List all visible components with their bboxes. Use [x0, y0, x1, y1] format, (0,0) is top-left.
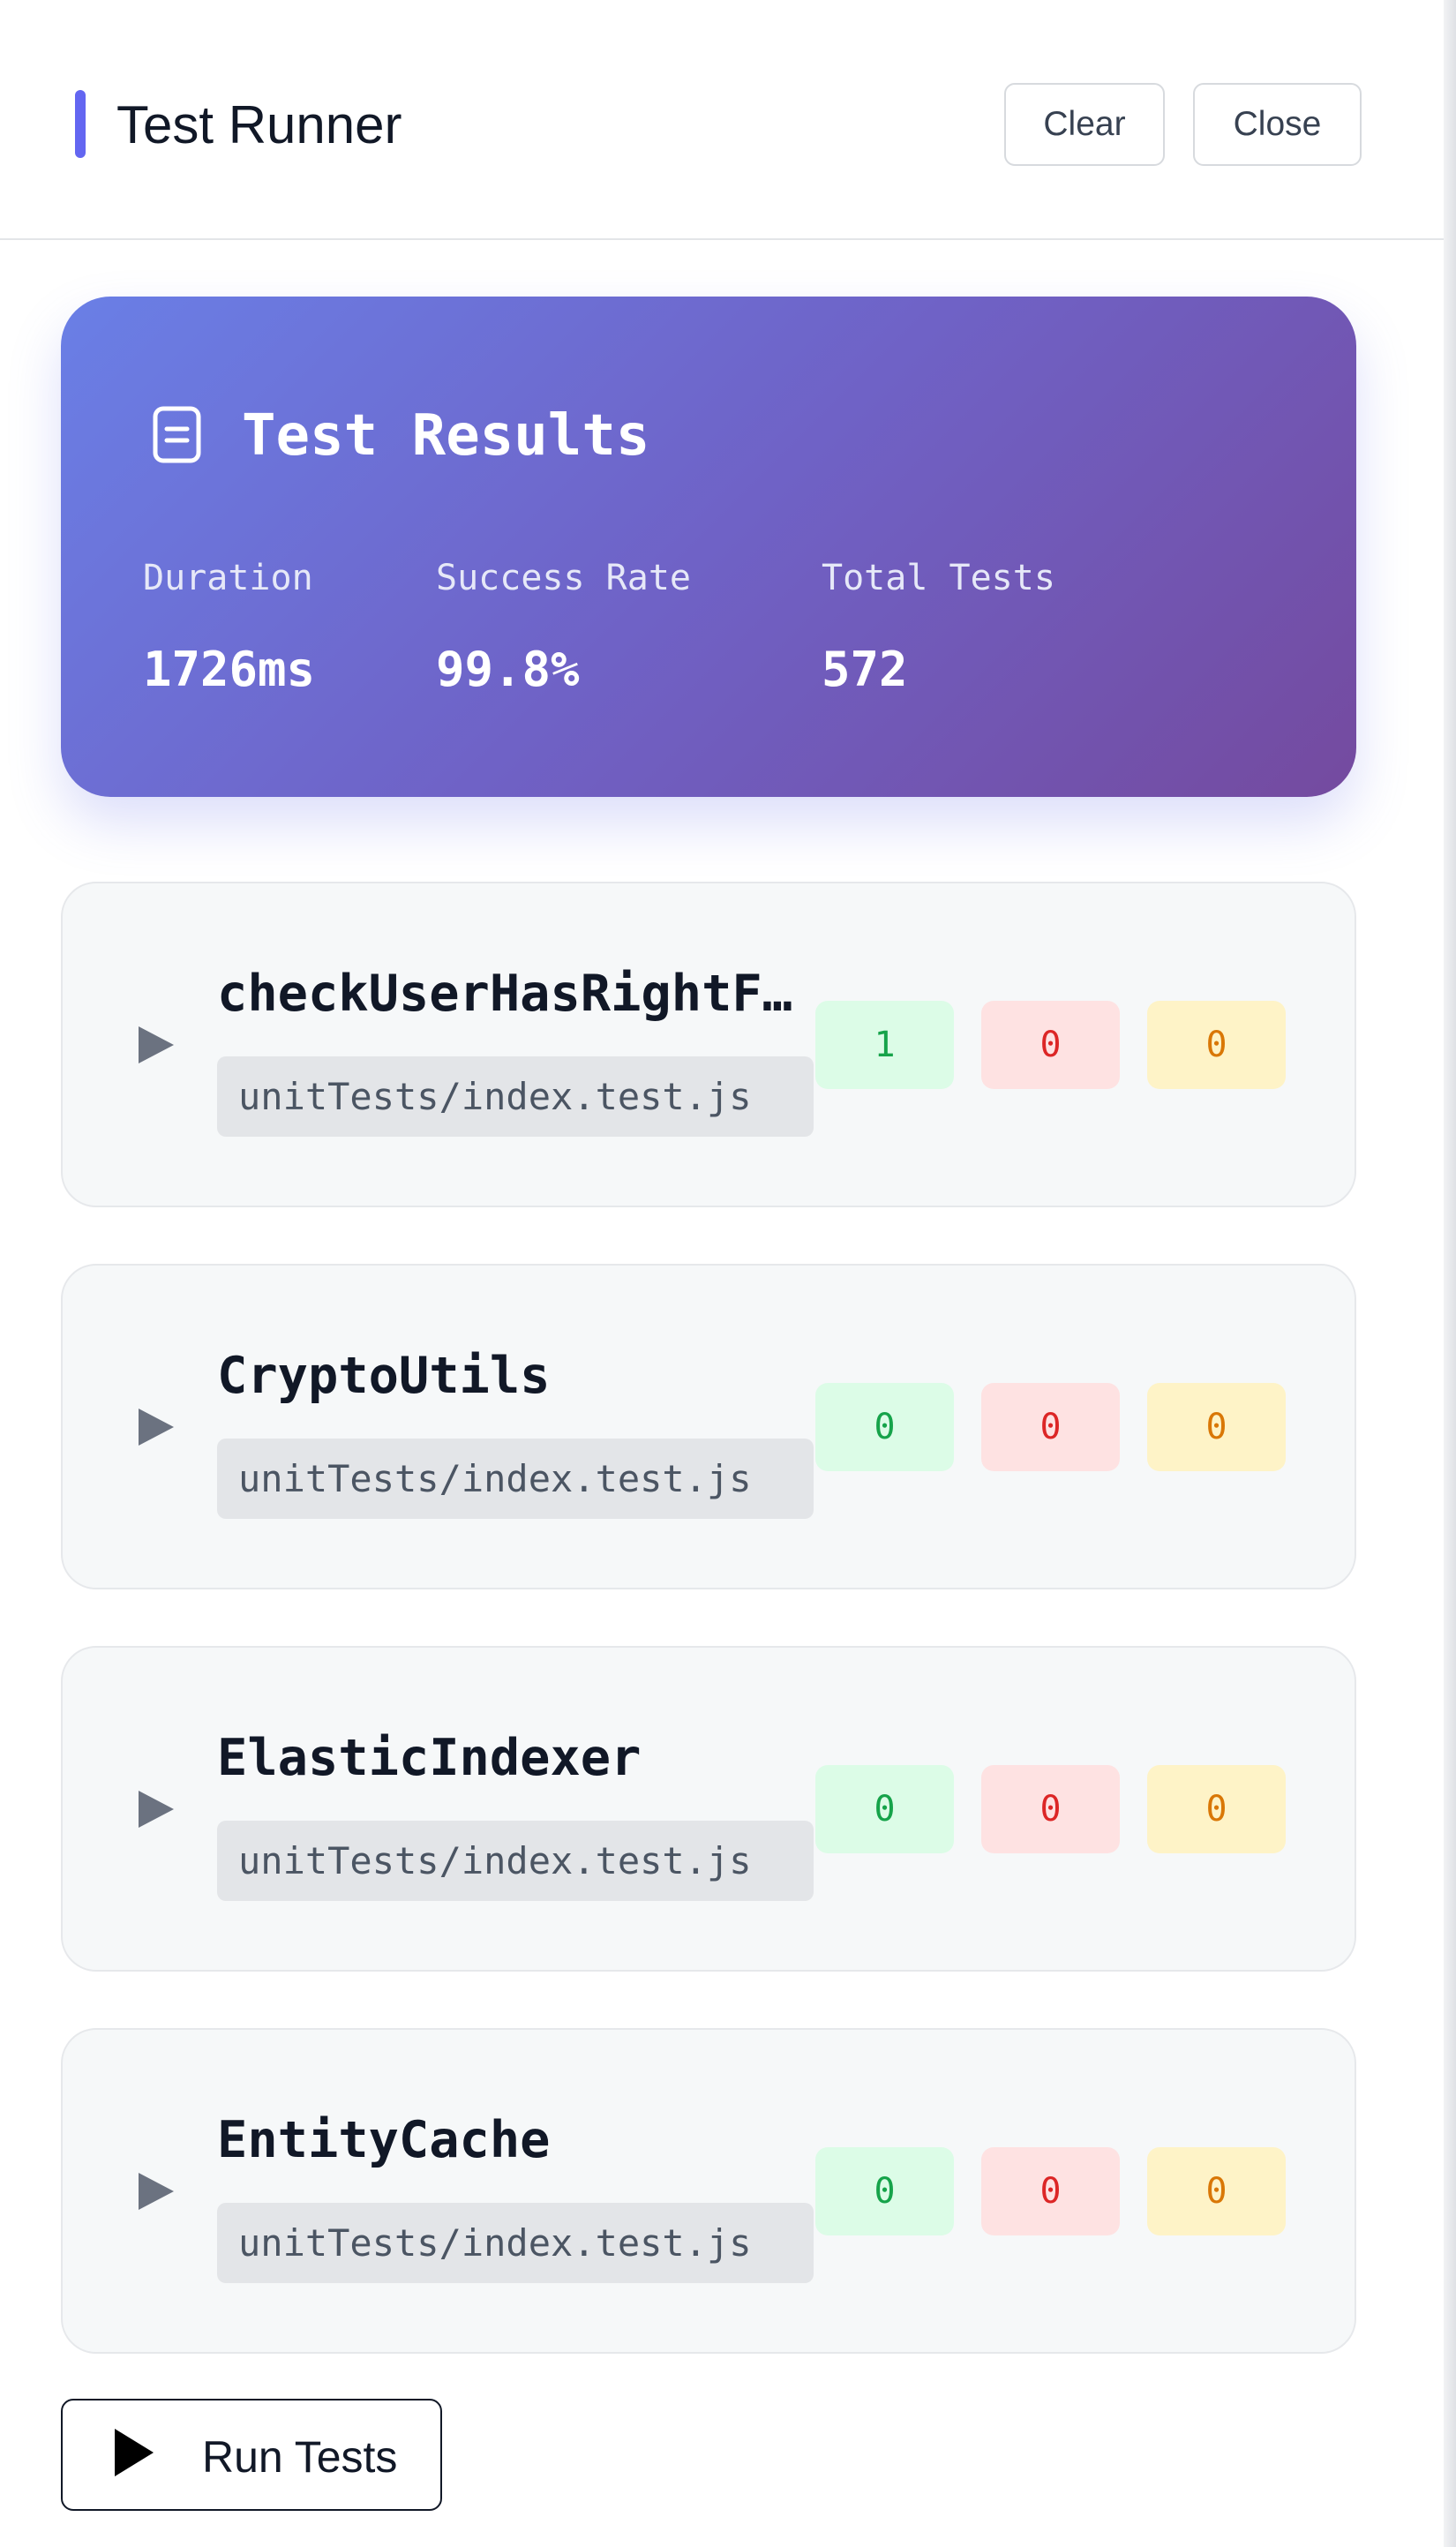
suite-file-path: unitTests/index.test.js [217, 1821, 814, 1901]
failed-count-badge: 0 [981, 1765, 1120, 1853]
clear-button[interactable]: Clear [1004, 83, 1165, 166]
skipped-count-badge: 0 [1147, 2147, 1286, 2235]
expand-play-icon[interactable] [137, 1407, 176, 1447]
expand-play-icon[interactable] [137, 1025, 176, 1065]
scrollbar-track[interactable] [1444, 0, 1456, 2547]
test-suite-card[interactable]: EntityCache unitTests/index.test.js 0 0 … [61, 2028, 1356, 2354]
expand-play-icon[interactable] [137, 1789, 176, 1829]
panel-title: Test Runner [116, 95, 402, 154]
suite-name: ElasticIndexer [217, 1729, 642, 1787]
title-accent-bar [75, 90, 86, 158]
skipped-count-badge: 0 [1147, 1765, 1286, 1853]
document-icon [153, 406, 201, 463]
test-suite-card[interactable]: checkUserHasRightForAction unitTests/ind… [61, 882, 1356, 1207]
test-suite-card[interactable]: ElasticIndexer unitTests/index.test.js 0… [61, 1646, 1356, 1972]
suite-file-path: unitTests/index.test.js [217, 1056, 814, 1137]
passed-count-badge: 1 [815, 1001, 954, 1089]
expand-play-icon[interactable] [137, 2171, 176, 2212]
summary-title: Test Results [242, 403, 650, 469]
skipped-count-badge: 0 [1147, 1001, 1286, 1089]
suite-name: EntityCache [217, 2111, 551, 2169]
success-rate-label: Success Rate [436, 558, 691, 598]
panel-header: Test Runner Clear Close [0, 0, 1444, 240]
total-tests-value: 572 [822, 642, 908, 697]
passed-count-badge: 0 [815, 1765, 954, 1853]
success-rate-value: 99.8% [436, 642, 580, 697]
failed-count-badge: 0 [981, 1383, 1120, 1471]
suite-file-path: unitTests/index.test.js [217, 1439, 814, 1519]
failed-count-badge: 0 [981, 1001, 1120, 1089]
duration-value: 1726ms [143, 642, 316, 697]
test-results-summary: Test Results Duration 1726ms Success Rat… [61, 297, 1356, 797]
play-icon [115, 2429, 154, 2476]
failed-count-badge: 0 [981, 2147, 1120, 2235]
run-tests-label: Run Tests [202, 2432, 398, 2482]
close-button[interactable]: Close [1193, 83, 1362, 166]
suite-file-path: unitTests/index.test.js [217, 2203, 814, 2283]
suite-name: checkUserHasRightForAction [217, 965, 808, 1023]
skipped-count-badge: 0 [1147, 1383, 1286, 1471]
run-tests-button[interactable]: Run Tests [61, 2399, 442, 2511]
duration-label: Duration [143, 558, 313, 598]
test-suite-card[interactable]: CryptoUtils unitTests/index.test.js 0 0 … [61, 1264, 1356, 1589]
passed-count-badge: 0 [815, 1383, 954, 1471]
total-tests-label: Total Tests [822, 558, 1055, 598]
suite-name: CryptoUtils [217, 1347, 551, 1405]
passed-count-badge: 0 [815, 2147, 954, 2235]
